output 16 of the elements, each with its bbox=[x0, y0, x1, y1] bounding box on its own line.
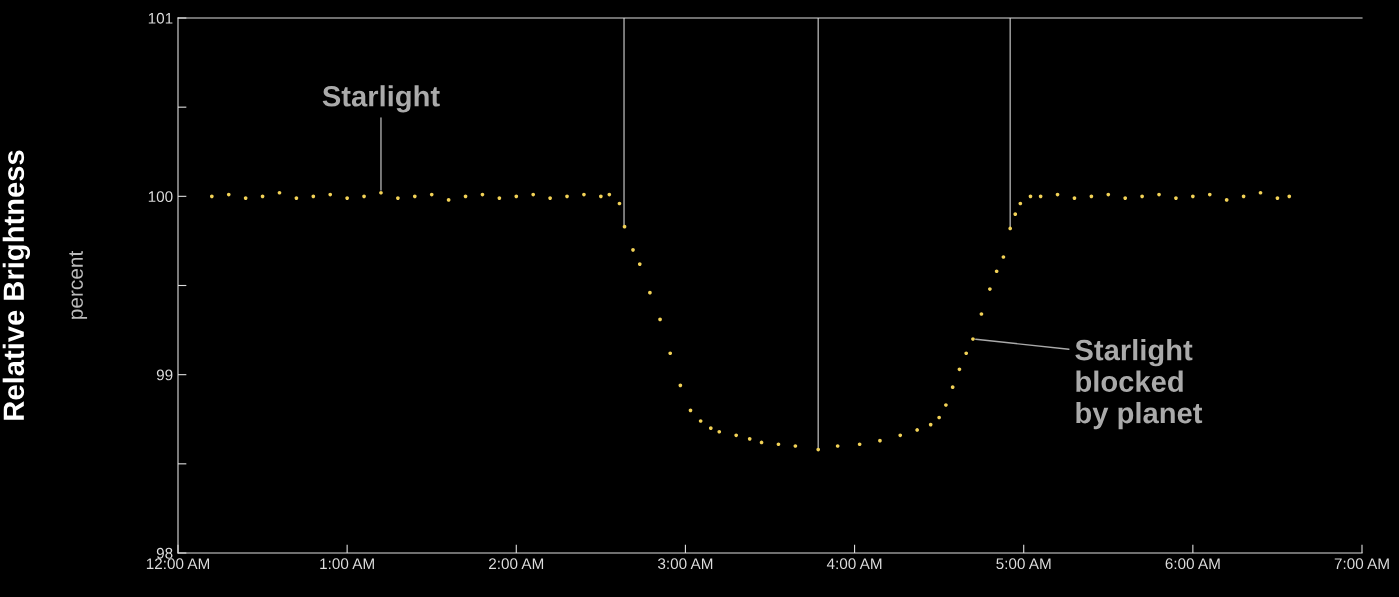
x-tick-label: 4:00 AM bbox=[826, 558, 882, 570]
x-tick-label: 3:00 AM bbox=[657, 558, 713, 570]
x-tick-label: 6:00 AM bbox=[1165, 558, 1220, 570]
x-tick-label: 2:00 AM bbox=[489, 558, 544, 570]
x-tick-label: 12:00 AM bbox=[146, 558, 210, 570]
y-tick-label: 100 bbox=[148, 191, 173, 203]
y-tick-label: 98 bbox=[156, 547, 173, 559]
annotation: Starlight blocked by planet bbox=[1075, 339, 1203, 430]
y-axis-title: Relative Brightness bbox=[2, 150, 30, 420]
x-tick-label: 7:00 AM bbox=[1334, 558, 1389, 570]
y-tick-label: 101 bbox=[148, 12, 173, 24]
text: percent bbox=[69, 250, 88, 319]
annotation: Starlight bbox=[322, 85, 440, 113]
y-tick-label: 99 bbox=[156, 369, 173, 381]
x-tick-label: 5:00 AM bbox=[996, 558, 1051, 570]
x-tick-label: 1:00 AM bbox=[320, 558, 374, 570]
